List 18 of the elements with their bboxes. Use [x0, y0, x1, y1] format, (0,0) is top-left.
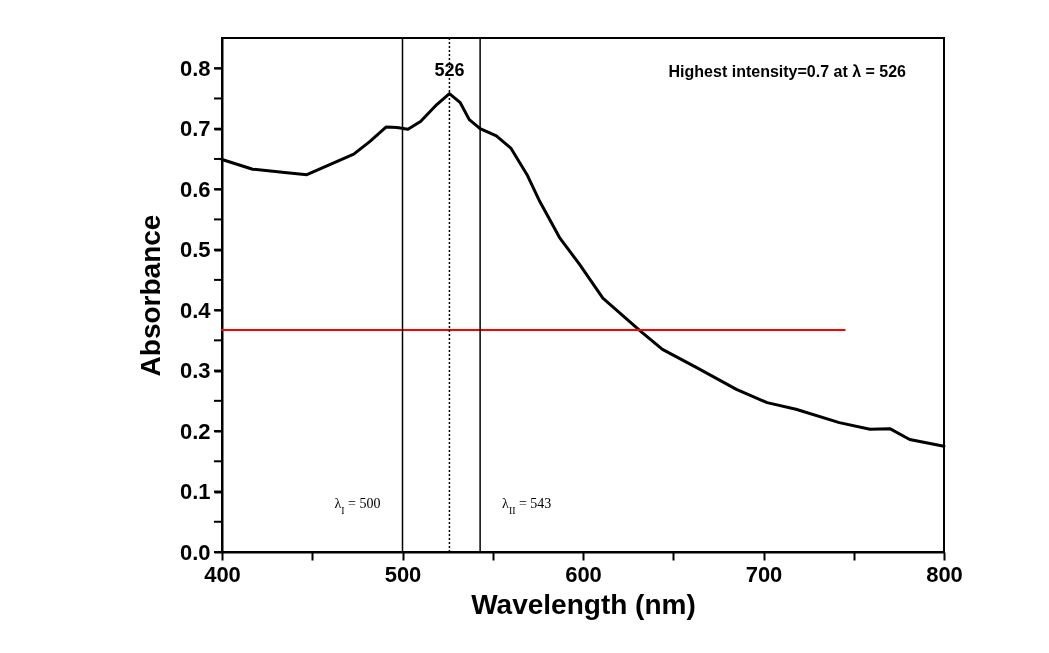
- x-tick-label: 800: [926, 561, 963, 587]
- x-tick-label: 600: [565, 561, 602, 587]
- x-tick-label: 500: [384, 561, 422, 587]
- y-tick-label: 0.4: [179, 297, 212, 323]
- x-axis-title: Wavelength (nm): [471, 588, 696, 620]
- ref-line-label: λ$_{I}$ = 500: [334, 496, 381, 516]
- y-tick-label: 0.2: [179, 418, 211, 444]
- annotation: 526: [434, 59, 465, 80]
- y-tick-label: 0.1: [179, 479, 211, 505]
- x-tick-label: 700: [745, 561, 783, 587]
- y-tick-label: 0.5: [179, 237, 211, 263]
- ref-line-label: λ$_{II}$ = 543: [502, 496, 552, 516]
- y-tick-label: 0.3: [179, 358, 211, 384]
- y-axis-title: Absorbance: [134, 214, 166, 377]
- y-tick-label: 0.8: [179, 55, 211, 81]
- annotation: Highest intensity=0.7 at λ = 526: [668, 63, 907, 80]
- y-tick-label: 0.6: [179, 176, 211, 202]
- y-tick-label: 0.7: [179, 116, 211, 142]
